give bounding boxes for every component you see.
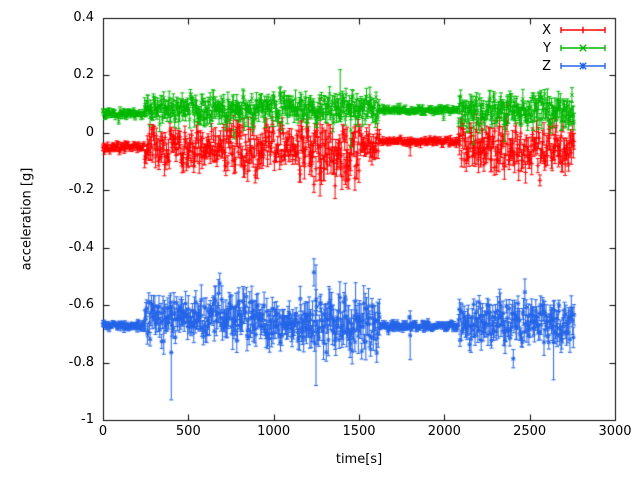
x-tick-label: 3000 [598,424,632,439]
x-tick-label: 1500 [342,424,376,439]
legend-sample-z-icon [560,62,606,70]
x-tick-label: 2000 [427,424,461,439]
y-tick-label: -0.8 [68,354,94,370]
y-tick-label: 0.4 [73,10,94,25]
y-tick-label: 0 [85,124,94,140]
y-tick-label: -0.6 [68,297,94,313]
y-axis-title: acceleration [g] [19,167,35,271]
x-tick-label: 2500 [513,424,547,439]
legend-sample-y-icon [560,44,606,52]
x-tick-label: 500 [175,424,201,439]
legend-entry-y: Y [542,39,607,57]
legend-label: Y [543,40,551,56]
y-tick-label: -0.2 [68,182,94,198]
x-axis-title: time[s] [335,452,383,467]
legend-entry-z: Z [542,57,607,75]
legend-label: Z [542,58,551,74]
legend-sample-x-icon [560,26,606,34]
x-tick-label: 1000 [257,424,291,439]
y-tick-label: -1 [81,412,94,427]
y-tick-label: -0.4 [68,239,94,255]
legend-label: X [542,22,551,38]
x-tick-label: 0 [98,424,108,439]
legend-entry-x: X [542,21,607,39]
y-tick-label: 0.2 [73,67,94,83]
